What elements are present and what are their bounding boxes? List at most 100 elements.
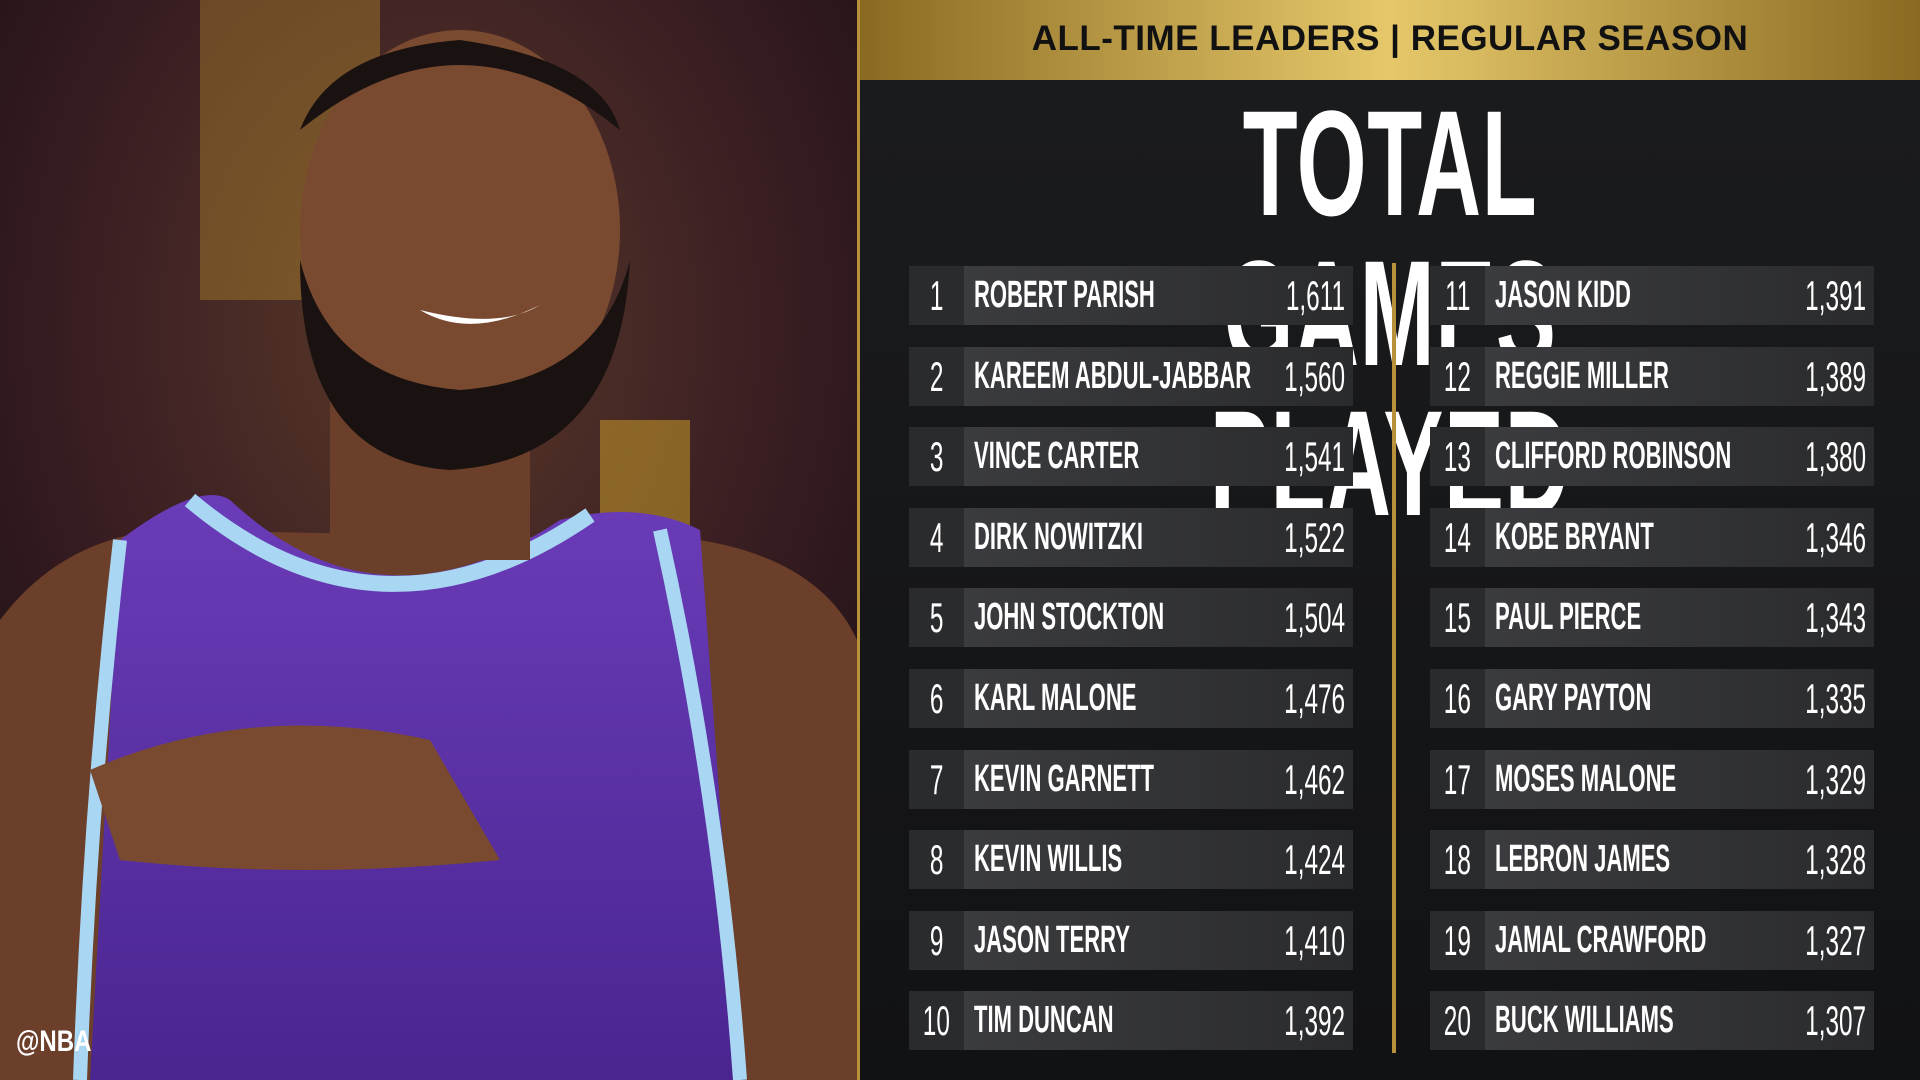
games-played-cell: 1,346: [1761, 508, 1866, 567]
player-name-cell: VINCE CARTER: [974, 427, 1259, 486]
header-bar: ALL-TIME LEADERS | REGULAR SEASON: [860, 0, 1920, 80]
player-name-cell: KEVIN WILLIS: [974, 830, 1229, 889]
rank-cell: 19: [1430, 910, 1485, 970]
games-played-cell: 1,560: [1240, 347, 1345, 406]
rank: 1: [929, 272, 944, 319]
rank-cell: 16: [1430, 668, 1485, 728]
leader-row: 16 GARY PAYTON 1,335: [1430, 668, 1874, 728]
divider: [1392, 263, 1396, 1053]
rank: 20: [1443, 997, 1472, 1045]
games-played-cell: 1,307: [1761, 991, 1866, 1050]
leader-row: 8 KEVIN WILLIS 1,424: [909, 830, 1353, 890]
player-name-cell: MOSES MALONE: [1495, 750, 1807, 809]
rank: 3: [929, 433, 944, 481]
leader-row: 10 TIM DUNCAN 1,392: [909, 991, 1353, 1051]
games-played: 1,611: [1285, 272, 1345, 319]
games-played: 1,380: [1805, 433, 1866, 481]
player-name: JASON KIDD: [1495, 274, 1631, 316]
games-played: 1,343: [1805, 594, 1866, 642]
player-name: MOSES MALONE: [1495, 757, 1677, 800]
games-played-cell: 1,522: [1240, 508, 1345, 567]
games-played: 1,307: [1805, 997, 1866, 1045]
leader-row: 18 LEBRON JAMES 1,328: [1430, 830, 1874, 890]
leader-row: 11 JASON KIDD 1,391: [1430, 266, 1874, 325]
player-name-cell: LEBRON JAMES: [1495, 830, 1797, 889]
games-played-cell: 1,392: [1240, 991, 1345, 1050]
player-name: ROBERT PARISH: [974, 274, 1155, 316]
rank-cell: 18: [1430, 830, 1485, 890]
leader-row: 15 PAUL PIERCE 1,343: [1430, 588, 1874, 648]
leader-row: 2 KAREEM ABDUL-JABBAR 1,560: [909, 346, 1353, 406]
games-played-cell: 1,380: [1761, 427, 1866, 486]
player-name-cell: CLIFFORD ROBINSON: [1495, 427, 1902, 486]
games-played-cell: 1,343: [1761, 588, 1866, 647]
rank: 10: [922, 997, 951, 1045]
rank-cell: 11: [1430, 266, 1485, 325]
player-name: LEBRON JAMES: [1495, 838, 1671, 881]
leader-row: 19 JAMAL CRAWFORD 1,327: [1430, 910, 1874, 970]
games-played-cell: 1,541: [1240, 427, 1345, 486]
rank-cell: 9: [909, 910, 964, 970]
rank-cell: 20: [1430, 991, 1485, 1051]
games-played: 1,476: [1284, 674, 1345, 722]
rank-cell: 12: [1430, 346, 1485, 406]
rank: 7: [929, 755, 944, 803]
player-name: REGGIE MILLER: [1495, 354, 1669, 397]
player-name: CLIFFORD ROBINSON: [1495, 435, 1732, 478]
rank-cell: 17: [1430, 749, 1485, 809]
rank: 6: [929, 674, 944, 722]
games-played: 1,504: [1284, 594, 1345, 642]
games-played: 1,410: [1284, 916, 1345, 964]
leader-row: 7 KEVIN GARNETT 1,462: [909, 749, 1353, 809]
column: 1 ROBERT PARISH 1,611 2 KAREEM ABDUL-JABBAR 1…: [909, 266, 1353, 1072]
games-played: 1,346: [1805, 513, 1866, 561]
rank-cell: 4: [909, 507, 964, 567]
rank-cell: 7: [909, 749, 964, 809]
player-name: DIRK NOWITZKI: [974, 515, 1143, 558]
games-played-cell: 1,462: [1240, 750, 1345, 809]
rank: 9: [929, 916, 944, 964]
leader-row: 6 KARL MALONE 1,476: [909, 668, 1353, 728]
player-name: KEVIN GARNETT: [974, 757, 1155, 800]
games-played-cell: 1,327: [1761, 911, 1866, 970]
player-name: KOBE BRYANT: [1495, 515, 1654, 558]
player-name-cell: JASON TERRY: [974, 911, 1243, 970]
player-name-cell: GARY PAYTON: [1495, 669, 1765, 728]
games-played: 1,522: [1284, 513, 1345, 561]
player-name: VINCE CARTER: [974, 435, 1140, 478]
player-name-cell: KEVIN GARNETT: [974, 750, 1284, 809]
player-name: KARL MALONE: [974, 676, 1137, 719]
games-played: 1,389: [1805, 352, 1866, 400]
leader-row: 20 BUCK WILLIAMS 1,307: [1430, 991, 1874, 1051]
player-name-cell: BUCK WILLIAMS: [1495, 991, 1803, 1050]
rank: 19: [1443, 916, 1472, 964]
rank: 17: [1443, 755, 1472, 803]
leader-row: 17 MOSES MALONE 1,329: [1430, 749, 1874, 809]
games-played-cell: 1,410: [1240, 911, 1345, 970]
player-name-cell: PAUL PIERCE: [1495, 588, 1747, 647]
rank-cell: 3: [909, 427, 964, 487]
player-name-cell: KAREEM ABDUL-JABBAR: [974, 347, 1452, 406]
rank: 11: [1444, 272, 1471, 319]
watermark: @NBA: [16, 1025, 92, 1058]
rank-cell: 13: [1430, 427, 1485, 487]
rank: 2: [929, 352, 944, 400]
rank: 5: [929, 594, 944, 642]
player-name-cell: DIRK NOWITZKI: [974, 508, 1265, 567]
rank: 12: [1443, 352, 1472, 400]
rank-cell: 15: [1430, 588, 1485, 648]
games-played-cell: 1,389: [1761, 347, 1866, 406]
rank-cell: 8: [909, 830, 964, 890]
games-played: 1,392: [1284, 997, 1345, 1045]
player-name-cell: JASON KIDD: [1495, 266, 1729, 325]
games-played-cell: 1,476: [1240, 669, 1345, 728]
rank: 8: [929, 836, 944, 884]
games-played-cell: 1,328: [1761, 830, 1866, 889]
leader-row: 14 KOBE BRYANT 1,346: [1430, 507, 1874, 567]
games-played-cell: 1,335: [1761, 669, 1866, 728]
player-name: JAMAL CRAWFORD: [1495, 918, 1707, 961]
rank-cell: 6: [909, 668, 964, 728]
player-name: KAREEM ABDUL-JABBAR: [974, 354, 1252, 397]
leader-row: 13 CLIFFORD ROBINSON 1,380: [1430, 427, 1874, 487]
leader-row: 9 JASON TERRY 1,410: [909, 910, 1353, 970]
